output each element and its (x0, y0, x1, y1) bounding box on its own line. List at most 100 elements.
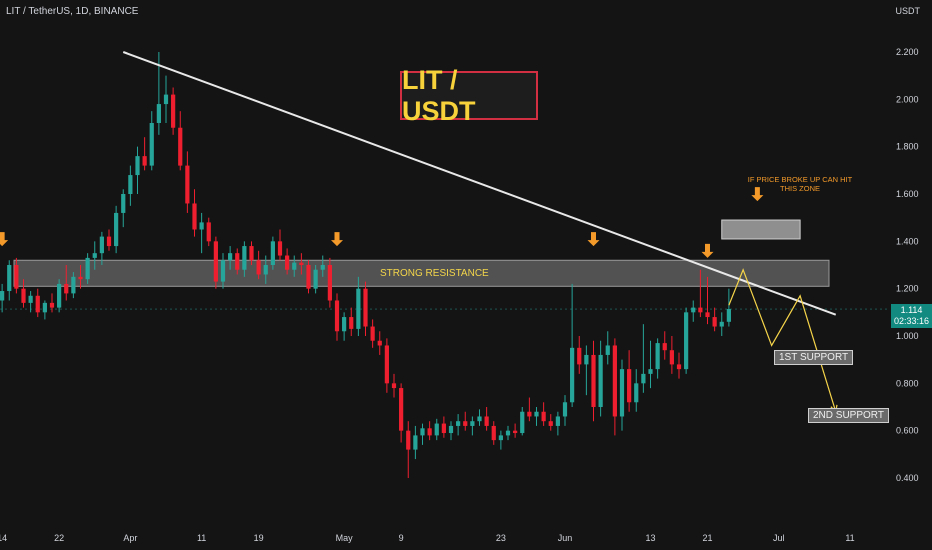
y-tick-label: 1.400 (896, 236, 919, 246)
candle (171, 94, 176, 128)
target-zone (721, 219, 801, 240)
candle (505, 430, 511, 436)
x-tick-label: 11 (197, 533, 206, 543)
candle (498, 435, 503, 441)
candle (527, 411, 532, 417)
candle (249, 246, 254, 261)
candle (356, 288, 361, 329)
candle (627, 369, 632, 403)
candle (384, 345, 389, 384)
candle (634, 383, 639, 403)
y-tick-label: 1.000 (896, 331, 919, 341)
candle (199, 222, 204, 230)
support1-label: 1ST SUPPORT (774, 350, 854, 365)
x-tick-label: Apr (123, 533, 137, 543)
candle (149, 123, 154, 166)
candle (92, 253, 97, 258)
candle (349, 317, 354, 329)
candle (726, 309, 731, 322)
candle (577, 347, 582, 365)
x-tick-label: 19 (254, 533, 264, 543)
x-tick-label: 23 (496, 533, 506, 543)
down-arrow-icon (587, 232, 600, 247)
candle (49, 302, 55, 308)
candle (14, 265, 19, 289)
candle (484, 416, 489, 426)
resistance-label: STRONG RESISTANCE (380, 268, 489, 279)
down-arrow-icon (331, 232, 343, 247)
support2-label: 2ND SUPPORT (808, 408, 889, 423)
axis-unit: USDT (895, 6, 921, 16)
candle (391, 383, 397, 389)
candle (121, 194, 126, 213)
candle (691, 307, 696, 313)
x-tick-label: 21 (702, 533, 712, 543)
candle (719, 321, 724, 327)
candle (142, 156, 147, 166)
candle (0, 291, 5, 301)
candle (434, 423, 439, 436)
candle (420, 428, 425, 436)
candle (619, 369, 625, 417)
candle (306, 265, 311, 289)
candle (206, 222, 211, 242)
resistance-zone (13, 259, 830, 287)
candle (156, 104, 161, 123)
y-tick-label: 0.600 (896, 426, 919, 436)
candle (698, 307, 703, 313)
candle (228, 253, 233, 261)
candle (548, 421, 553, 426)
y-tick-label: 2.200 (896, 47, 919, 57)
candle (541, 411, 546, 422)
candle (406, 430, 411, 450)
candle (513, 430, 518, 434)
candle (648, 369, 653, 374)
candle (220, 260, 226, 282)
down-arrow-icon (701, 243, 714, 258)
candle (591, 354, 596, 407)
candle (641, 373, 646, 384)
candle (178, 127, 183, 166)
candle (676, 364, 682, 370)
candle (377, 340, 382, 346)
candle (612, 345, 617, 417)
last-price-tag: 1.114 02:33:16 (891, 304, 932, 328)
x-tick-label: May (336, 533, 354, 543)
y-tick-label: 1.800 (896, 142, 919, 152)
candle (342, 317, 347, 332)
candle (684, 312, 689, 370)
candle (114, 212, 119, 247)
candle (64, 283, 69, 294)
candle (42, 302, 47, 313)
candle (712, 317, 717, 327)
candle (28, 295, 33, 303)
y-tick-label: 1.600 (896, 189, 919, 199)
candle (128, 175, 133, 194)
y-tick-label: 1.200 (896, 284, 919, 294)
candle (363, 288, 368, 327)
candle (7, 265, 12, 292)
candle (520, 411, 525, 434)
candle (427, 428, 432, 436)
candle (655, 343, 660, 370)
candle (35, 295, 40, 313)
candle (213, 241, 218, 282)
x-tick-label: Jun (558, 533, 573, 543)
candle (78, 276, 83, 280)
x-tick-label: 22 (54, 533, 64, 543)
candle (456, 421, 461, 426)
candle (570, 347, 575, 403)
candle (242, 246, 247, 270)
candle (263, 265, 268, 275)
candle (285, 255, 290, 270)
y-tick-label: 2.000 (896, 94, 919, 104)
x-tick-label: 14 (0, 533, 7, 543)
candle (669, 350, 674, 365)
candle (85, 257, 90, 280)
candle (555, 416, 560, 426)
candle (477, 416, 482, 422)
candle (320, 265, 325, 270)
candle (185, 165, 190, 204)
candle (256, 260, 261, 275)
